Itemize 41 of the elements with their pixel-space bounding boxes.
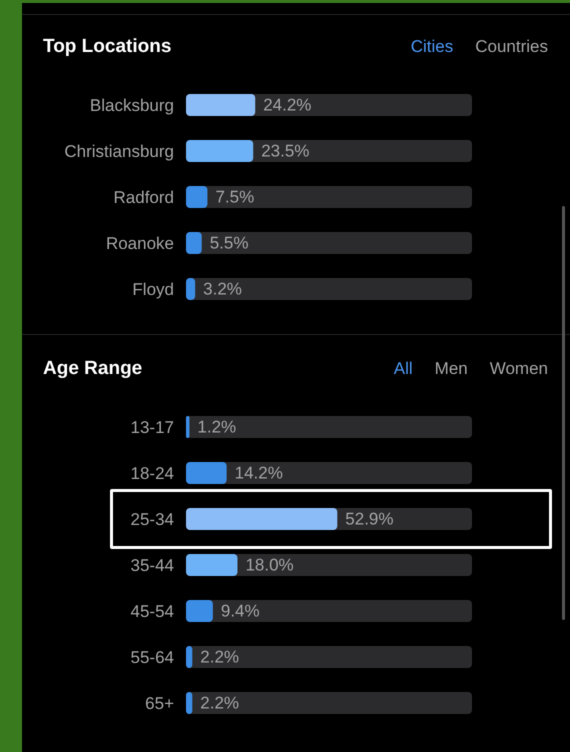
- bar: [186, 692, 192, 714]
- data-label: 5.5%: [210, 234, 248, 252]
- y-tick-label: 65+: [145, 694, 174, 714]
- bar: [186, 186, 208, 208]
- bar: [186, 416, 190, 438]
- text: Women: [490, 359, 548, 379]
- bar: [186, 554, 238, 576]
- y-tick-label: 18-24: [130, 464, 174, 484]
- y-tick-label: 35-44: [130, 556, 174, 576]
- data-label: 7.5%: [215, 188, 254, 206]
- bar: [186, 462, 227, 484]
- y-tick-label: Radford: [114, 188, 174, 208]
- y-tick-label: 13-17: [130, 418, 174, 438]
- bar: [186, 600, 213, 622]
- text: Cities: [410, 37, 454, 57]
- chart-title: Top Locations: [43, 36, 172, 58]
- data-label: 2.2%: [200, 648, 240, 666]
- y-tick-label: Blacksburg: [90, 96, 174, 116]
- data-label: 24.2%: [263, 96, 312, 114]
- data-label: 18.0%: [245, 556, 294, 574]
- data-label: 52.9%: [345, 510, 394, 528]
- bar: [186, 140, 254, 162]
- text: All: [394, 359, 413, 379]
- data-label: 2.2%: [200, 694, 240, 712]
- data-label: 23.5%: [261, 142, 310, 160]
- text: Countries: [475, 37, 548, 57]
- bar: [186, 94, 256, 116]
- y-tick-label: 25-34: [130, 510, 174, 530]
- y-tick-label: 45-54: [130, 602, 174, 622]
- y-tick-label: Christiansburg: [64, 142, 174, 162]
- y-tick-label: Floyd: [132, 280, 174, 300]
- data-label: 9.4%: [220, 602, 260, 620]
- y-tick-label: 55-64: [130, 648, 174, 668]
- data-label: 1.2%: [197, 418, 236, 436]
- bar: [186, 232, 202, 254]
- data-label: 3.2%: [203, 280, 242, 298]
- y-tick-label: Roanoke: [106, 234, 174, 254]
- bar: [186, 646, 192, 668]
- chart-title: Age Range: [43, 358, 142, 380]
- data-label: 14.2%: [234, 464, 283, 482]
- text: Men: [434, 359, 468, 379]
